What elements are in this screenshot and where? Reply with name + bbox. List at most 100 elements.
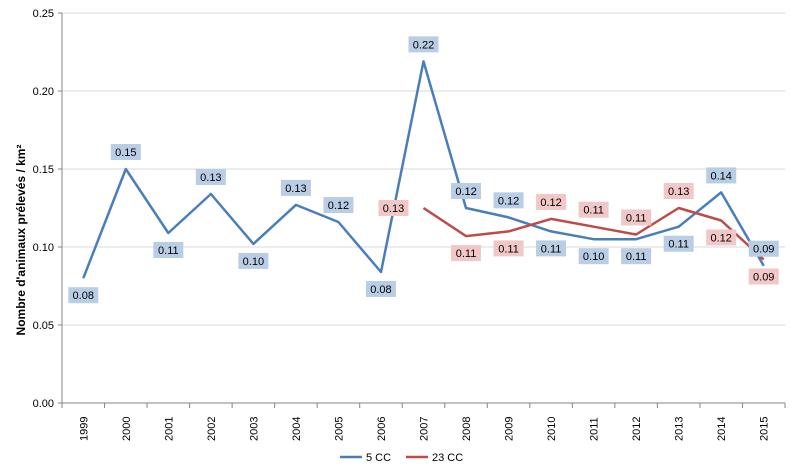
data-label-text: 0.09 <box>753 271 774 283</box>
data-label-bg <box>748 240 779 257</box>
data-label: 0.10 <box>238 252 269 269</box>
data-label: 0.11 <box>451 245 482 262</box>
data-label-text: 0.14 <box>710 170 731 182</box>
data-label-text: 0.11 <box>668 239 689 251</box>
data-label-text: 0.13 <box>668 186 689 198</box>
data-label-text: 0.22 <box>413 39 434 51</box>
data-label-text: 0.11 <box>456 248 477 260</box>
data-label: 0.12 <box>706 229 737 246</box>
data-label-bg <box>110 144 141 160</box>
series-lines <box>82 60 765 279</box>
y-tick-label: 0.10 <box>33 242 54 254</box>
data-label-bg <box>663 183 694 199</box>
data-label-text: 0.12 <box>455 186 476 198</box>
data-label: 0.08 <box>365 280 396 297</box>
data-label: 0.11 <box>536 240 567 257</box>
series-line-1 <box>422 206 765 261</box>
data-label-text: 0.11 <box>158 245 179 257</box>
data-label-bg <box>663 235 694 252</box>
data-label-bg <box>748 268 779 285</box>
x-tick-label: 2013 <box>674 417 686 441</box>
x-tick-label: 2012 <box>631 417 643 441</box>
data-label: 0.11 <box>578 201 609 218</box>
x-tick-label: 2010 <box>546 417 558 441</box>
data-label-text: 0.11 <box>541 243 562 255</box>
x-tick-label: 2006 <box>376 417 388 441</box>
data-label: 0.12 <box>536 193 567 210</box>
data-label: 0.11 <box>153 241 184 258</box>
x-tick-label: 2007 <box>419 417 431 441</box>
x-tick-label: 2014 <box>716 417 728 441</box>
data-label-text: 0.11 <box>626 213 647 225</box>
data-label: 0.14 <box>706 167 737 184</box>
data-label-bg <box>451 183 482 199</box>
data-label-text: 0.11 <box>626 251 647 263</box>
y-tick-label: 0.00 <box>33 398 54 410</box>
data-label: 0.12 <box>323 197 354 214</box>
data-label-bg <box>536 193 567 210</box>
x-tick-label: 2008 <box>461 417 473 441</box>
legend-label-0: 5 CC <box>366 452 391 464</box>
data-label-text: 0.11 <box>583 205 604 217</box>
data-label-bg <box>493 192 524 209</box>
data-label-bg <box>706 167 737 184</box>
data-label-bg <box>323 197 354 214</box>
data-label: 0.13 <box>663 183 694 199</box>
x-tick-label: 2011 <box>589 417 601 441</box>
data-label-text: 0.09 <box>753 244 774 256</box>
y-tick-label: 0.05 <box>33 320 54 332</box>
data-label: 0.12 <box>493 192 524 209</box>
x-tick-label: 2009 <box>504 417 516 441</box>
data-label-text: 0.12 <box>498 195 519 207</box>
data-label-bg <box>706 229 737 246</box>
gridlines <box>62 12 785 326</box>
data-label-bg <box>238 252 269 269</box>
data-label-text: 0.13 <box>285 183 306 195</box>
legend: 5 CC 23 CC <box>340 452 463 464</box>
data-label-bg <box>451 245 482 262</box>
data-label-text: 0.11 <box>498 243 519 255</box>
data-label: 0.13 <box>280 179 311 196</box>
y-tick-label: 0.15 <box>33 164 54 176</box>
data-label-text: 0.10 <box>243 256 264 268</box>
data-label: 0.08 <box>68 287 99 304</box>
x-tick-label: 2015 <box>759 417 771 441</box>
x-tick-label: 1999 <box>78 417 90 441</box>
data-label-text: 0.12 <box>540 197 561 209</box>
data-label-bg <box>153 241 184 258</box>
data-label-bg <box>621 248 652 265</box>
data-labels: 0.08 0.15 0.11 0.13 0.10 0.13 0.12 0.08 0.22 0.12… <box>68 36 779 304</box>
data-label: 0.15 <box>110 144 141 160</box>
data-label-text: 0.08 <box>370 284 391 296</box>
x-tick-label: 2001 <box>163 417 175 441</box>
x-tick-label: 2004 <box>291 417 303 441</box>
data-label-text: 0.12 <box>710 232 731 244</box>
data-label-text: 0.13 <box>200 172 221 184</box>
legend-label-1: 23 CC <box>432 452 463 464</box>
data-label-bg <box>378 200 409 216</box>
axes: 0.00 0.05 0.10 0.15 0.20 0.25 1999 2000 2001 2002… <box>33 8 786 441</box>
data-label-bg <box>195 168 226 185</box>
y-axis-label: Nombre d'animaux prélevés / km² <box>14 145 28 336</box>
data-label: 0.22 <box>408 36 439 53</box>
data-label: 0.13 <box>378 200 409 216</box>
data-label: 0.09 <box>748 240 779 257</box>
data-label-bg <box>68 287 99 304</box>
data-label-bg <box>578 201 609 218</box>
data-label: 0.10 <box>578 248 609 265</box>
data-label: 0.11 <box>493 240 524 257</box>
data-label-bg <box>408 36 439 53</box>
data-label: 0.11 <box>663 235 694 252</box>
x-tick-label: 2003 <box>248 417 260 441</box>
y-tick-label: 0.20 <box>33 86 54 98</box>
data-label-bg <box>365 280 396 297</box>
x-tick-label: 2000 <box>121 417 133 441</box>
series-line-0 <box>82 60 765 279</box>
y-tick-label: 0.25 <box>33 8 54 20</box>
data-label-bg <box>536 240 567 257</box>
data-label: 0.12 <box>451 183 482 199</box>
data-label-text: 0.12 <box>328 200 349 212</box>
x-tick-label: 2005 <box>333 417 345 441</box>
data-label: 0.11 <box>621 248 652 265</box>
